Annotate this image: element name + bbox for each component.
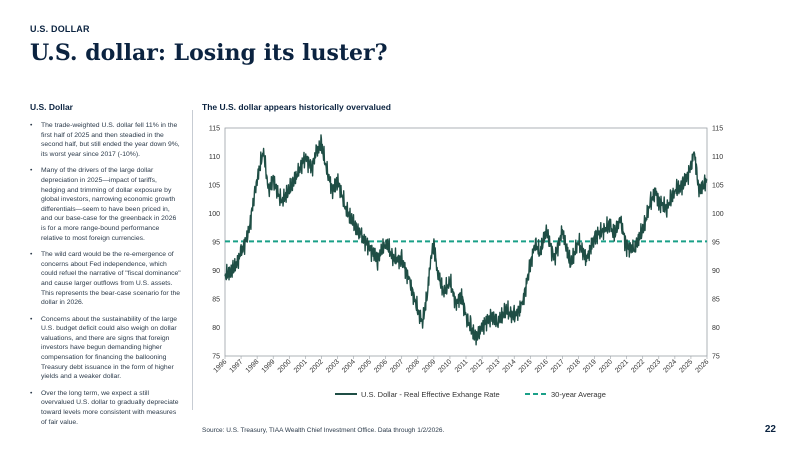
y-tick-label-right: 90 [712,268,720,275]
x-tick-label: 2010 [437,358,453,374]
y-tick-label-right: 100 [712,211,724,218]
column-divider [192,110,193,410]
x-tick-label: 2024 [662,358,678,374]
x-tick-label: 2012 [470,358,486,374]
y-tick-label-right: 75 [712,354,720,361]
x-tick-label: 2016 [534,358,550,374]
y-tick-label-right: 85 [712,297,720,304]
x-tick-label: 2017 [550,358,566,374]
x-tick-label: 1999 [261,358,277,374]
x-tick-label: 2003 [325,358,341,374]
legend-label-average: 30-year Average [551,390,606,399]
y-tick-label: 115 [209,126,220,133]
bullet-item: Concerns about the sustainability of the… [30,315,182,382]
page-title: U.S. dollar: Losing its luster? [30,40,388,66]
bullet-item: The trade-weighted U.S. dollar fell 11% … [30,121,182,159]
left-column: U.S. Dollar The trade-weighted U.S. doll… [30,102,182,434]
y-tick-label: 85 [212,297,220,304]
x-tick-label: 1998 [245,358,261,374]
x-tick-label: 2000 [277,358,293,374]
rer-series-line [224,134,708,346]
y-tick-label-right: 95 [712,240,720,247]
x-tick-label: 2005 [357,358,373,374]
y-tick-label-right: 115 [712,126,723,133]
x-tick-label: 1996 [212,358,228,374]
bullet-list: The trade-weighted U.S. dollar fell 11% … [30,121,182,427]
x-tick-label: 2011 [454,358,470,374]
x-tick-label: 1997 [229,358,245,374]
x-tick-label: 2006 [373,358,389,374]
legend-label-rer: U.S. Dollar - Real Effective Exhange Rat… [361,390,500,399]
x-tick-label: 2013 [486,358,502,374]
dollar-chart: 75 75 80 80 85 85 90 90 95 95 100 100 105 105 110 110 11… [208,126,724,400]
section-label: U.S. DOLLAR [30,24,90,34]
bullet-item: Over the long term, we expect a still ov… [30,389,182,427]
y-tick-label: 100 [208,211,220,218]
y-tick-label: 105 [208,183,220,190]
x-tick-label: 2015 [518,358,534,374]
bullet-item: Many of the drivers of the large dollar … [30,166,182,243]
y-tick-label-right: 110 [712,154,723,161]
x-tick-label: 2009 [421,358,437,374]
x-tick-label: 2014 [502,358,518,374]
column-heading: U.S. Dollar [30,102,73,112]
x-tick-label: 2026 [694,358,710,374]
chart-title: The U.S. dollar appears historically ove… [202,102,391,112]
bullet-item: The wild card would be the re-emergence … [30,250,182,308]
y-tick-label: 75 [212,354,220,361]
y-tick-label-right: 105 [712,183,724,190]
x-tick-label: 2019 [582,358,598,374]
y-tick-label-right: 80 [712,325,720,332]
y-tick-label: 95 [212,240,220,247]
x-tick-label: 2002 [309,358,325,374]
x-tick-label: 2018 [566,358,582,374]
x-tick-label: 2021 [614,358,630,374]
source-note: Source: U.S. Treasury, TIAA Wealth Chief… [202,427,445,434]
x-tick-label: 2023 [646,358,662,374]
x-tick-label: 2001 [293,358,309,374]
x-tick-label: 2007 [389,358,405,374]
x-tick-label: 2022 [630,358,646,374]
y-tick-label: 80 [212,325,220,332]
y-tick-label: 110 [209,154,220,161]
x-tick-label: 2004 [341,358,357,374]
y-tick-label: 90 [212,268,220,275]
x-tick-label: 2020 [598,358,614,374]
page-number: 22 [764,424,776,435]
x-tick-label: 2008 [405,358,421,374]
x-tick-label: 2025 [678,358,694,374]
